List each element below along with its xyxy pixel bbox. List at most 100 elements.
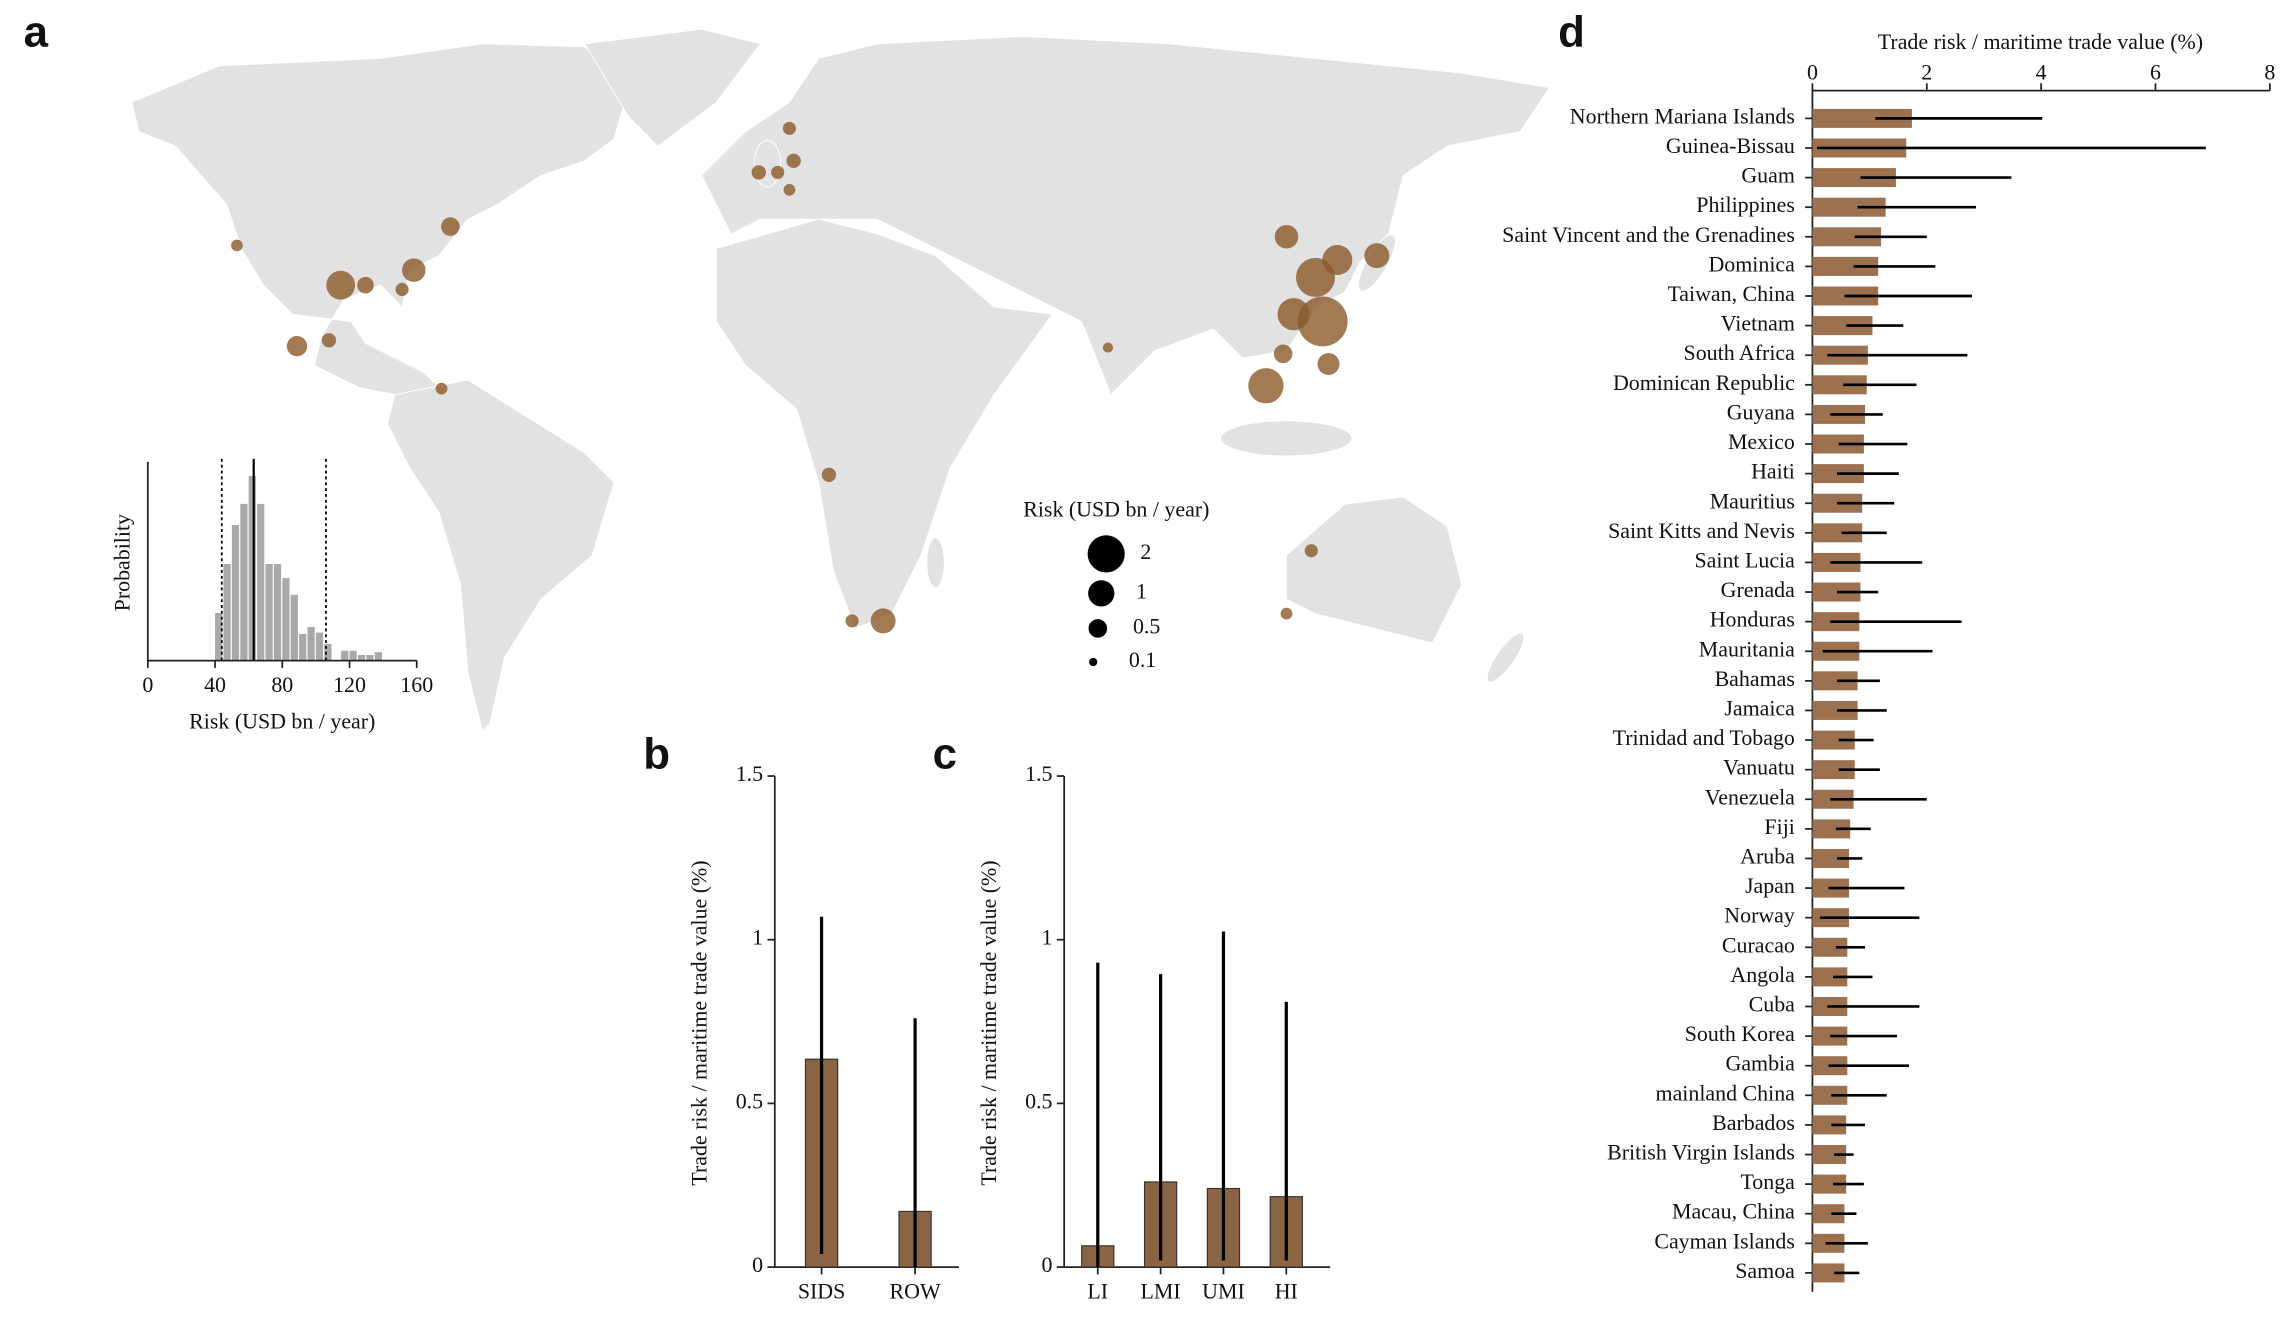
legend-label: 1 (1136, 578, 1147, 603)
hist-bar (231, 524, 240, 661)
y-tick-label: Guam (1741, 163, 1795, 188)
x-tick-label: 6 (2150, 60, 2161, 85)
y-tick-label: Northern Mariana Islands (1570, 103, 1795, 128)
bubble (751, 165, 766, 180)
bubble (231, 239, 243, 252)
bar (1812, 700, 1858, 720)
y-tick-label: Saint Kitts and Nevis (1608, 518, 1795, 543)
y-tick-label: 1.5 (1025, 761, 1052, 786)
bar (1812, 1026, 1848, 1046)
x-tick-label: 4 (2036, 60, 2047, 85)
y-tick-label: Cuba (1749, 992, 1796, 1017)
y-tick-label: Guyana (1727, 399, 1795, 424)
panel-label: d (1558, 8, 1585, 57)
y-tick-label: Cayman Islands (1654, 1228, 1795, 1253)
bar (1812, 523, 1863, 543)
y-tick-label: mainland China (1656, 1080, 1796, 1105)
land (1285, 496, 1463, 644)
land (753, 139, 782, 188)
bubble (821, 467, 837, 483)
y-tick-label: 1.5 (736, 761, 763, 786)
legend-label: 2 (1140, 539, 1151, 564)
hist-bar (315, 632, 324, 661)
hist-bar (366, 654, 374, 661)
bubble (771, 165, 785, 180)
bar (1812, 316, 1873, 336)
hist-bar (223, 564, 231, 661)
bubble (1322, 245, 1353, 275)
bar (1812, 197, 1886, 217)
legend-title: Risk (USD bn / year) (1023, 497, 1209, 522)
y-tick-label: Mexico (1728, 429, 1795, 454)
bar (1812, 1174, 1847, 1194)
y-tick-label: 0 (1042, 1252, 1053, 1277)
bubble (1273, 344, 1293, 364)
hist-bar (341, 650, 349, 661)
bar (1812, 375, 1867, 395)
bubble (786, 153, 801, 169)
x-axis-label: Trade risk / maritime trade value (%) (1878, 29, 2203, 54)
y-tick-label: Dominican Republic (1613, 370, 1795, 395)
land (387, 379, 615, 732)
x-tick-label: LMI (1141, 1278, 1181, 1303)
legend-marker (1088, 580, 1115, 607)
y-tick-label: Philippines (1696, 192, 1795, 217)
land (715, 218, 1054, 629)
bubble (1102, 342, 1114, 353)
panel-label: c (933, 730, 957, 779)
hist-bar (299, 633, 307, 661)
axes (146, 461, 417, 662)
y-axis-label: Trade risk / maritime trade value (%) (687, 860, 712, 1185)
hist-bar (307, 627, 315, 661)
hist-bar (282, 578, 290, 661)
bubble (326, 270, 356, 300)
hist-bar (374, 652, 382, 661)
y-tick-label: 0 (752, 1252, 763, 1277)
y-tick-label: Fiji (1764, 814, 1794, 839)
hist-bar (357, 654, 366, 661)
world-map (131, 28, 1551, 732)
land (131, 43, 630, 396)
y-tick-label: British Virgin Islands (1607, 1140, 1795, 1165)
land (1220, 420, 1353, 457)
bubble (1280, 607, 1293, 620)
bubble (1364, 243, 1390, 269)
y-tick-label: South Africa (1684, 340, 1796, 365)
y-tick-label: Aruba (1740, 844, 1795, 869)
y-tick-label: Barbados (1712, 1110, 1795, 1135)
y-tick-label: Haiti (1751, 459, 1795, 484)
x-tick-label: 0 (1807, 60, 1818, 85)
y-tick-label: 1 (752, 925, 763, 950)
hist-bar (349, 650, 357, 661)
y-tick-label: Honduras (1710, 607, 1795, 632)
bubble (1317, 353, 1340, 376)
x-tick-label: SIDS (798, 1278, 845, 1303)
y-tick-label: Trinidad and Tobago (1613, 725, 1795, 750)
bar (1812, 256, 1879, 276)
legend-label: 0.1 (1129, 647, 1156, 672)
axes (773, 776, 959, 1268)
bar (1812, 967, 1848, 987)
x-tick-label: LI (1087, 1278, 1108, 1303)
bubble (357, 276, 374, 294)
y-tick-label: Venezuela (1705, 784, 1795, 809)
y-tick-label: Angola (1730, 962, 1795, 987)
bar (1812, 168, 1896, 188)
bubble (1248, 368, 1284, 404)
land (926, 537, 945, 588)
bubble (1277, 298, 1310, 331)
bar (1812, 1204, 1845, 1224)
panel-label: a (24, 8, 49, 57)
bar (1812, 108, 1912, 128)
hist-bar (215, 613, 223, 661)
bar (1812, 1085, 1848, 1105)
bar (1812, 1115, 1847, 1135)
x-tick-label: 160 (400, 672, 433, 697)
y-axis-label: Probability (109, 514, 134, 611)
hist-bar (240, 503, 248, 661)
axes (1811, 89, 2270, 1292)
hist-bar (273, 564, 282, 661)
bubble (402, 258, 426, 282)
x-tick-label: 8 (2264, 60, 2275, 85)
